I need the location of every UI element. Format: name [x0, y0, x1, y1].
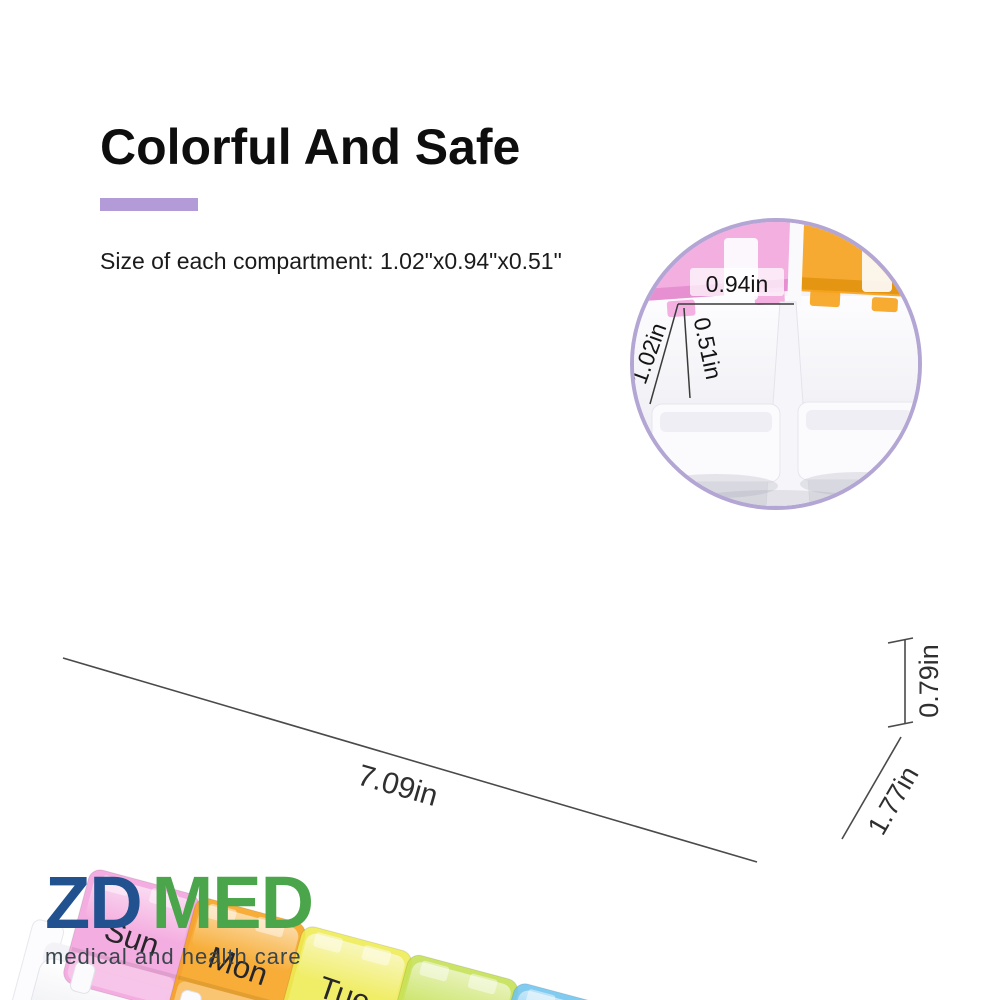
inset-lid-gap: [787, 222, 805, 306]
inset-height-line: [683, 307, 691, 399]
inset-compartment-left: [651, 403, 781, 498]
inset-compartment-right: [797, 401, 918, 496]
brand-logo: ZD MED medical and health care: [45, 866, 314, 970]
height-dimension: 0.79in: [887, 637, 944, 728]
logo-text-zd: ZD: [45, 861, 143, 944]
pill-organizer: Sun Mon Tue: [6, 869, 901, 1000]
front-latch-tabs: [69, 961, 202, 1000]
logo-tagline: medical and health care: [45, 944, 302, 969]
zoom-inset-circle: 0.94in 1.02in 0.51in: [630, 218, 922, 510]
compartment-size-text: Size of each compartment: 1.02"x0.94"x0.…: [100, 248, 562, 274]
pill-lid-thu: Thu: [488, 983, 625, 1000]
product-photo: Sun Mon Tue: [6, 637, 944, 1000]
lid-lip: [67, 953, 174, 1000]
inset-depth-line: [649, 303, 679, 405]
label-backing: [690, 268, 784, 296]
logo-wordmark: ZD MED: [45, 866, 314, 940]
page-title: Colorful And Safe: [100, 119, 521, 175]
pill-lid-sun: Sun: [63, 869, 200, 1000]
inset-closeup-image: 0.94in 1.02in 0.51in: [634, 222, 918, 506]
inset-width-label: 0.94in: [706, 271, 769, 297]
accent-bar: [100, 198, 198, 211]
pill-lid-tue: Tue: [275, 926, 412, 1000]
depth-dimension: 1.77in: [841, 736, 925, 840]
depth-dimension-label: 1.77in: [862, 761, 925, 840]
inset-latch-tab: [862, 236, 892, 292]
height-dimension-label: 0.79in: [914, 644, 944, 718]
pill-lid-wed: Wed: [381, 954, 519, 1000]
length-dimension-line: [62, 657, 758, 863]
logo-text-med: MED: [151, 861, 314, 944]
depth-dimension-line: [841, 736, 902, 840]
lid-lip: [173, 981, 281, 1000]
length-dimension-label: 7.09in: [354, 759, 442, 813]
inset-bottom-shadow: [656, 490, 896, 506]
pill-lid-mon: Mon: [169, 897, 306, 1000]
